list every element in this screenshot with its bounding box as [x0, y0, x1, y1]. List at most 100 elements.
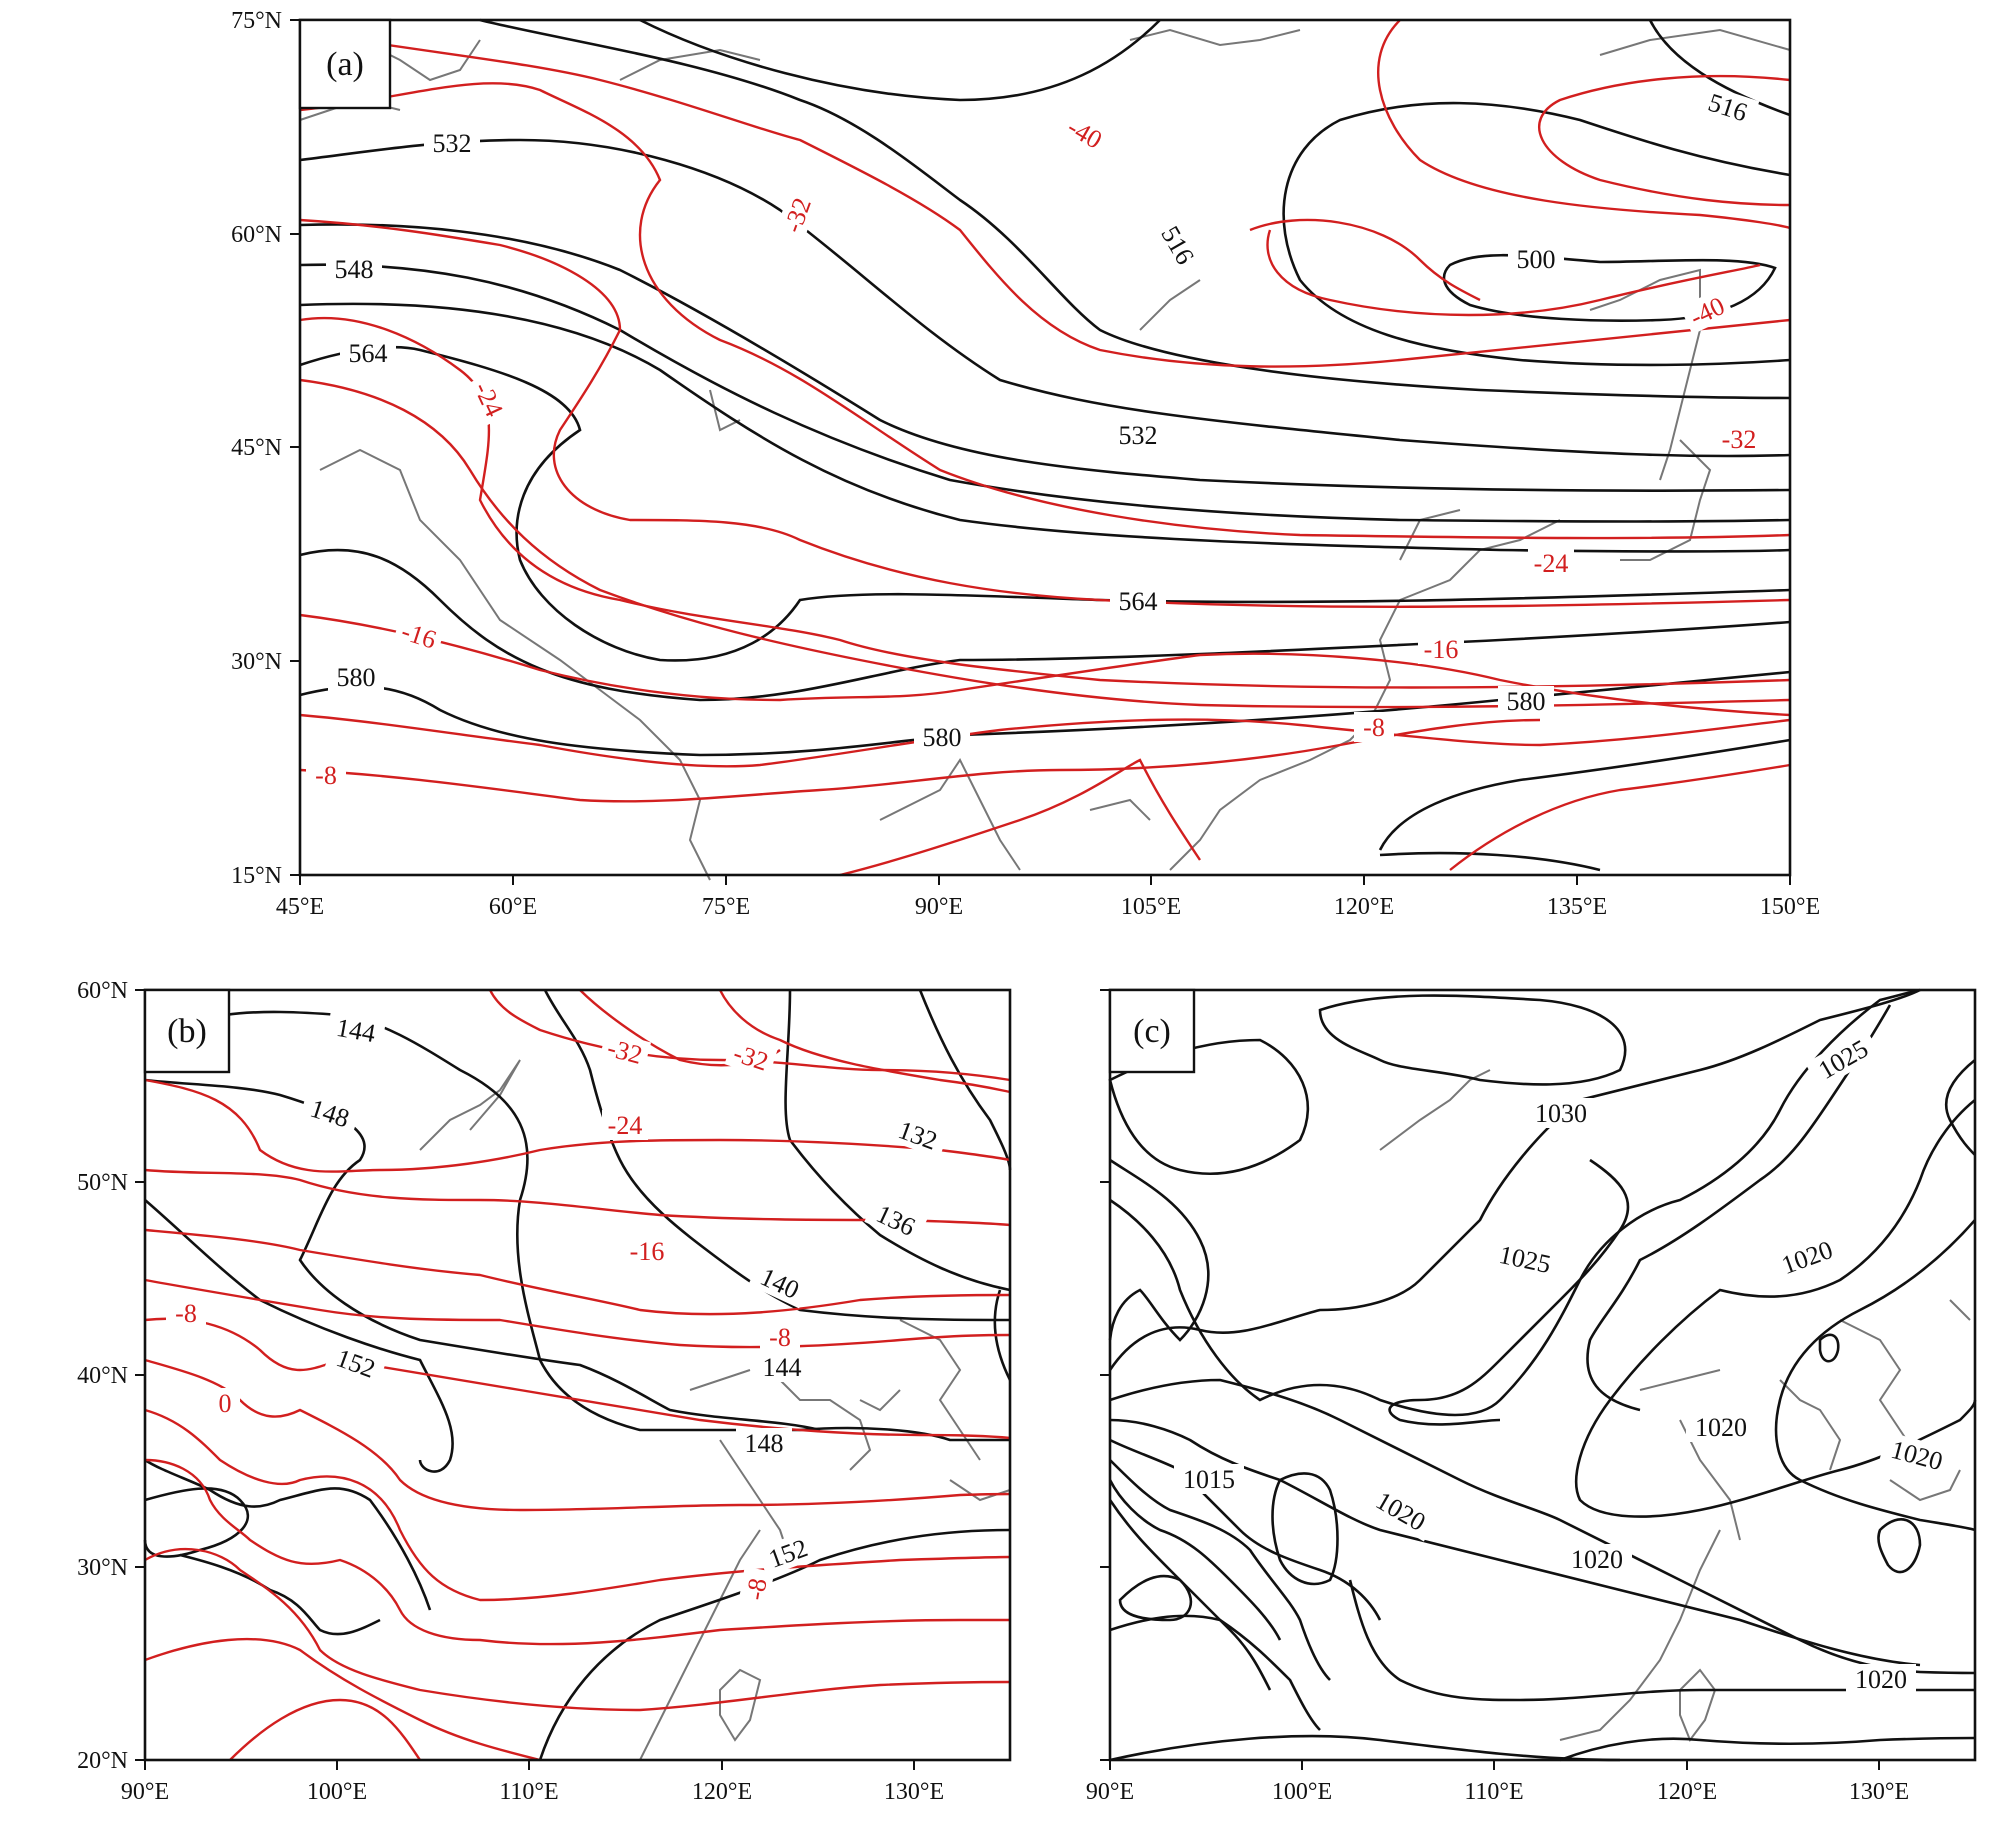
panel-a-temperature-label: -8 [1363, 713, 1385, 742]
panel-c-x-axis: 90°E 100°E 110°E 120°E 130°E [1086, 1760, 1909, 1805]
panel-c-y-axis [1100, 989, 1110, 1761]
panel-a-height-contour [479, 18, 1791, 400]
panel-a-height-contour [1379, 851, 1601, 872]
panel-a-y-axis: 75°N 60°N 45°N 30°N 15°N [231, 8, 300, 889]
panel-c-isobar [1109, 988, 1921, 1417]
label-bg [748, 1257, 812, 1309]
label-bg [724, 1035, 778, 1079]
panel-a-x-tick: 120°E [1334, 894, 1394, 920]
panel-a-height-contour [299, 138, 1791, 458]
panel-a-height-contour [1282, 101, 1791, 367]
panel-b-temperature-label: -24 [608, 1111, 643, 1140]
panel-c-isobar [1108, 1499, 1272, 1691]
panel-a-temperature-contour [299, 218, 1791, 608]
panel-b-height-contour [143, 1487, 250, 1558]
panel-b-temperature-contour [144, 1408, 1011, 1602]
panel-b-temperature-label: -32 [604, 1033, 645, 1070]
label-bg [1846, 1664, 1916, 1694]
label-bg [1174, 1464, 1244, 1494]
panel-c-isobar [1109, 1734, 1621, 1762]
panel-a-x-tick: 90°E [915, 894, 963, 920]
label-bg [306, 760, 346, 790]
panel-a-height-label: 580 [1507, 687, 1546, 716]
panel-a-temperature-contour [299, 613, 1791, 717]
label-bg [1696, 84, 1760, 130]
label-bg [914, 722, 970, 752]
panel-a-height-label: 532 [1119, 421, 1158, 450]
panel-c-isobar-label: 1020 [1571, 1545, 1623, 1574]
label-bg [1716, 424, 1762, 454]
panel-b-label-box [143, 988, 231, 1074]
label-bg [760, 1322, 800, 1352]
panel-a-temperature-label: -32 [1722, 425, 1757, 454]
panel-b-height-contour [784, 989, 1011, 1292]
label-bg [754, 1352, 810, 1382]
label-bg [602, 1110, 648, 1140]
panel-c-isobar [1818, 1333, 1840, 1363]
panel-a-height-label: 580 [337, 663, 376, 692]
label-bg [737, 1566, 775, 1612]
panel-b-temperature-contour [718, 989, 1011, 1094]
panel-a-x-tick: 150°E [1760, 894, 1820, 920]
panel-b-height-contour [144, 1078, 821, 1432]
panel-c-isobar [1108, 988, 1921, 1371]
panel-c-isobar-label: 1020 [1855, 1665, 1907, 1694]
panel-c-isobar [1108, 1038, 1310, 1176]
label-bg [1528, 548, 1574, 578]
label-bg [1363, 1480, 1439, 1542]
panel-b-x-tick: 90°E [121, 1779, 169, 1805]
panel-c-isobar-label: 1020 [1888, 1435, 1946, 1476]
panel-a-height-contour [1648, 19, 1791, 117]
panel-b-temperature-contour [144, 1278, 1011, 1349]
panel-a-height-label: 500 [1517, 245, 1556, 274]
panel-a-height-contour [299, 263, 1791, 523]
panel-c-isobar [1109, 1438, 1382, 1621]
label-bg [324, 1339, 388, 1387]
label-bg [328, 662, 384, 692]
panel-b-y-axis: 60°N 50°N 40°N 30°N 20°N [77, 978, 145, 1774]
panel-a-y-tick: 60°N [231, 222, 282, 248]
panel-c-isobar [1774, 1219, 1976, 1532]
label-bg [1057, 108, 1113, 158]
panel-a-height-contour [299, 548, 1791, 702]
label-bg [325, 1010, 387, 1050]
label-bg [340, 338, 396, 368]
panel-c: 1030 1025 1025 1020 1015 1020 1020 1020 … [1086, 988, 1977, 1805]
label-bg [624, 1236, 670, 1266]
panel-a-height-label: 548 [335, 255, 374, 284]
panel-c-isobar-label: 1015 [1183, 1465, 1235, 1494]
panel-a-coastline [299, 28, 1791, 881]
label-bg [424, 128, 480, 158]
panel-a-frame [298, 18, 1792, 877]
panel-b-y-tick: 60°N [77, 978, 128, 1004]
panel-b-x-axis: 90°E 100°E 110°E 120°E 130°E [121, 1760, 944, 1805]
label-bg [298, 1090, 362, 1136]
panel-b-height-contour [918, 989, 1012, 1171]
panel-c-isobar [1388, 1158, 1630, 1426]
panel-c-isobar [1271, 1472, 1339, 1586]
panel-a-label: (a) [326, 46, 364, 83]
panel-a-x-tick: 60°E [489, 894, 537, 920]
panel-b-height-label: 144 [763, 1353, 802, 1382]
panel-a-x-tick: 105°E [1121, 894, 1181, 920]
label-bg [886, 1111, 950, 1159]
panel-b-height-contour [543, 989, 1011, 1322]
panel-a-height-contour [1378, 738, 1791, 851]
panel-c-label-box [1108, 988, 1196, 1074]
panel-b-height-contour [144, 1199, 454, 1473]
panel-a-temperature-contour [299, 713, 1791, 768]
label-bg [864, 1194, 928, 1246]
label-bg [1354, 712, 1394, 742]
panel-b-y-tick: 50°N [77, 1170, 128, 1196]
panel-c-isobar [1318, 994, 1627, 1086]
panel-a-temperature-contour [1266, 229, 1761, 317]
panel-a-contour-labels: 532 548 564 516 500 532 564 580 580 580 … [306, 84, 1762, 790]
panel-b-x-tick: 120°E [692, 1779, 752, 1805]
panel-b-y-tick: 20°N [77, 1748, 128, 1774]
panel-b-temperature-contour [144, 1228, 1011, 1316]
panel-a-temperature-contour [839, 758, 1201, 877]
label-bg [1768, 1230, 1846, 1284]
panel-b-temperature-contour [144, 1458, 1010, 1646]
panel-c-isobar [1574, 1098, 1977, 1518]
panel-b-temperature-label: -16 [630, 1237, 665, 1266]
